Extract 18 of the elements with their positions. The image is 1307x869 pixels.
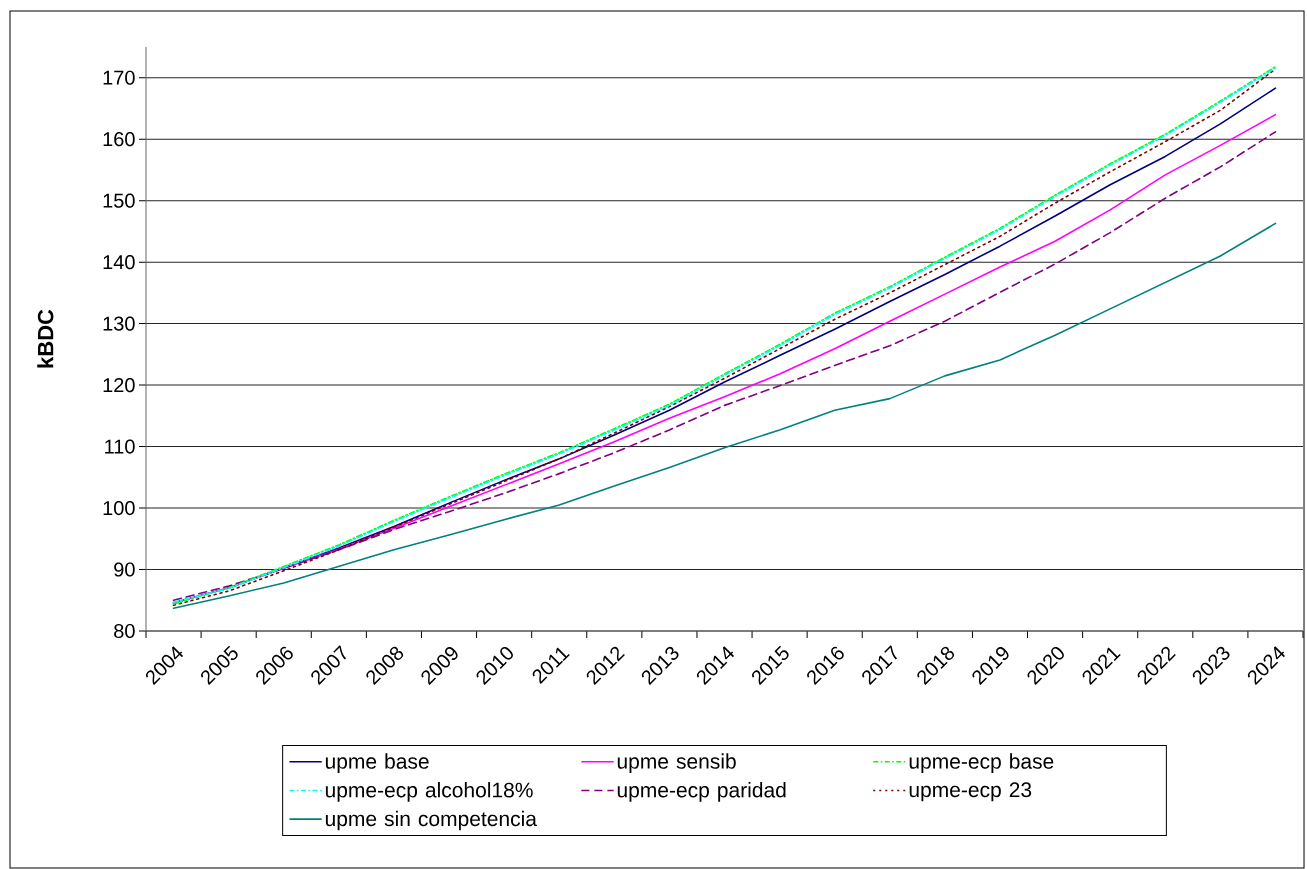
- y-tick-label: 160: [103, 132, 135, 147]
- y-tick-label: 130: [103, 316, 135, 331]
- legend-label: upme base: [325, 753, 429, 773]
- legend-label: upme-ecp 23: [909, 782, 1032, 802]
- legend-label: upme-ecp paridad: [617, 782, 786, 802]
- y-tick-label: 100: [103, 500, 135, 516]
- y-tick-label: 170: [103, 70, 135, 85]
- legend-label: upme-ecp base: [909, 753, 1054, 773]
- legend-label: upme-ecp alcohol18%: [325, 782, 533, 802]
- y-tick-label: 120: [103, 378, 135, 393]
- y-tick-label: 80: [114, 623, 135, 639]
- y-axis-title: kBDC: [37, 309, 54, 368]
- y-tick-label: 90: [114, 562, 135, 577]
- y-tick-label: 150: [103, 193, 135, 208]
- y-tick-label: 140: [103, 255, 135, 270]
- legend-label: upme sin competencia: [325, 810, 537, 831]
- y-tick-label: 110: [105, 439, 135, 454]
- legend-label: upme sensib: [617, 753, 736, 773]
